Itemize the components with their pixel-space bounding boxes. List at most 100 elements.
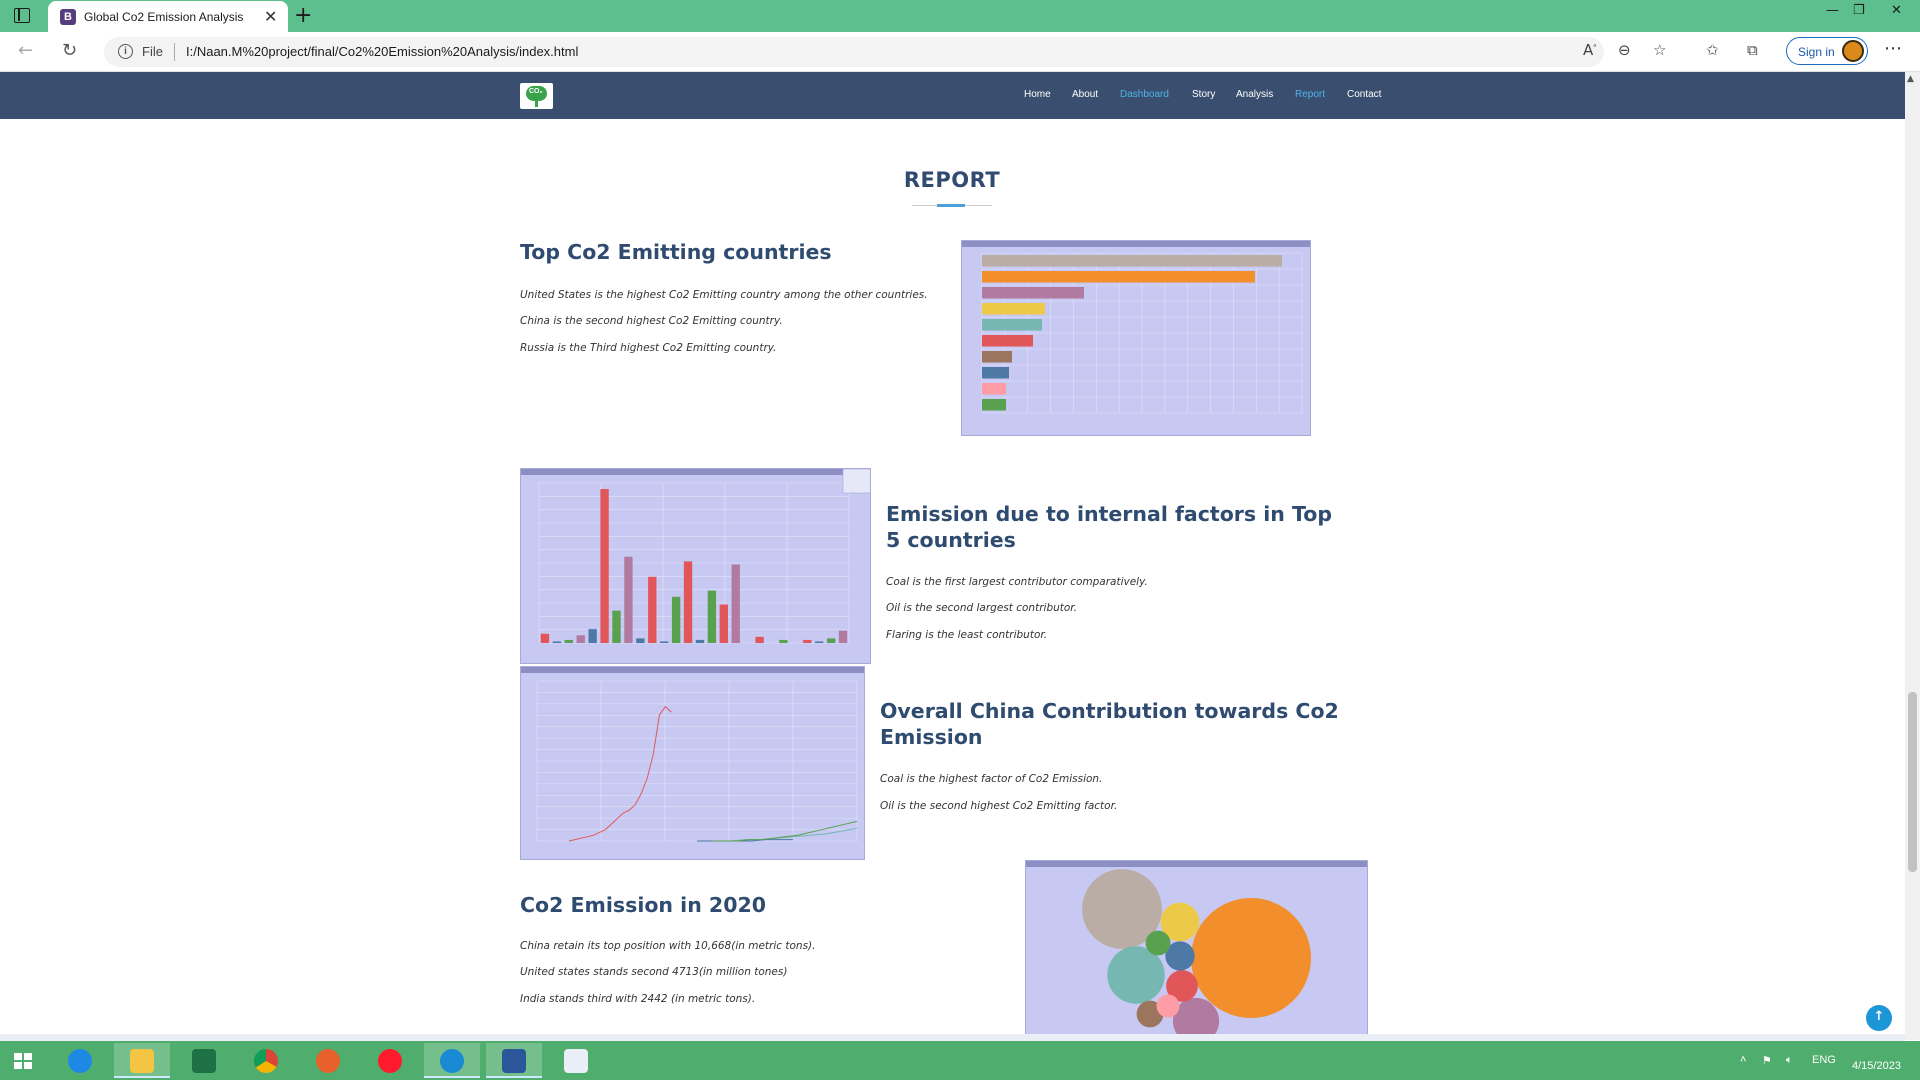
tab-close-icon[interactable]: ✕ — [264, 7, 278, 26]
word-icon — [502, 1049, 526, 1073]
back-icon[interactable]: ← — [18, 40, 34, 61]
series-line — [713, 820, 858, 842]
firefox-icon — [316, 1049, 340, 1073]
section-text: Russia is the Third highest Co2 Emitting… — [520, 342, 777, 354]
bubble — [1156, 994, 1180, 1018]
bar — [982, 271, 1255, 283]
favorites-icon[interactable]: ✩ — [1706, 41, 1719, 59]
bubble — [1145, 930, 1171, 956]
restore-icon[interactable]: ❐ — [1853, 3, 1865, 18]
section-text: Coal is the highest factor of Co2 Emissi… — [880, 773, 1103, 785]
nav-analysis[interactable]: Analysis — [1236, 89, 1274, 100]
tab-actions-icon[interactable] — [14, 8, 30, 23]
bar — [803, 639, 812, 643]
address-bar: ← ↻ i File I:/Naan.M%20project/final/Co2… — [0, 32, 1920, 72]
bootstrap-favicon-icon: B — [60, 9, 76, 25]
nav-about[interactable]: About — [1072, 89, 1099, 100]
bubble — [1191, 898, 1311, 1018]
collections-icon[interactable]: ⧉ — [1747, 41, 1758, 59]
bar — [660, 641, 669, 643]
scroll-up-arrow-icon[interactable]: ▲ — [1907, 74, 1914, 84]
chart-header — [1026, 861, 1367, 867]
nav-contact[interactable]: Contact — [1347, 89, 1382, 100]
site-navbar: CO₂ Home About Dashboard Story Analysis … — [0, 72, 1905, 119]
url-scheme: File — [142, 44, 163, 59]
scrollbar-thumb[interactable] — [1908, 692, 1917, 872]
chart-header — [962, 241, 1310, 247]
browser-tab-bar: B Global Co2 Emission Analysis ✕ + — ❐ ✕ — [0, 0, 1920, 32]
bar — [982, 367, 1009, 379]
url-field[interactable]: i File I:/Naan.M%20project/final/Co2%20E… — [104, 37, 1604, 67]
more-options-icon[interactable]: ⋯ — [1884, 38, 1902, 59]
bubble-chart-svg — [1082, 869, 1311, 1040]
taskbar-explorer[interactable] — [114, 1043, 170, 1078]
minimize-icon[interactable]: — — [1826, 3, 1839, 18]
taskbar-chrome[interactable] — [238, 1043, 294, 1078]
bar — [624, 556, 633, 643]
site-logo[interactable]: CO₂ — [520, 83, 553, 109]
legend-box — [842, 469, 870, 494]
refresh-icon[interactable]: ↻ — [62, 40, 78, 61]
page-title: REPORT — [903, 168, 1001, 192]
tray-language[interactable]: ENG — [1812, 1054, 1836, 1066]
nav-dashboard[interactable]: Dashboard — [1120, 89, 1169, 100]
taskbar-word[interactable] — [486, 1043, 542, 1078]
page-scrollbar[interactable] — [1905, 72, 1920, 1040]
background-window-status-bar — [0, 1034, 1905, 1041]
taskbar-ie[interactable] — [52, 1043, 108, 1078]
logo-trunk — [535, 100, 538, 107]
series-line — [568, 705, 672, 842]
bar — [707, 590, 717, 643]
tray-volume-icon[interactable]: 🔈︎ — [1786, 1054, 1793, 1066]
bar — [982, 383, 1006, 395]
internet-explorer-icon — [68, 1049, 92, 1073]
nav-story[interactable]: Story — [1192, 89, 1216, 100]
taskbar-edge[interactable] — [424, 1043, 480, 1078]
series-line — [697, 839, 793, 842]
logo-text: CO₂ — [529, 88, 543, 95]
windows-start-icon[interactable] — [14, 1053, 32, 1069]
section-heading-internal-factors: Emission due to internal factors in Top … — [886, 502, 1333, 552]
back-to-top-button[interactable]: ↑ — [1866, 1005, 1892, 1031]
bar — [552, 641, 562, 643]
bar — [612, 610, 621, 643]
bar — [588, 629, 597, 643]
nav-report[interactable]: Report — [1295, 89, 1326, 100]
series-line — [713, 827, 858, 842]
browser-tab-active[interactable]: B Global Co2 Emission Analysis ✕ — [48, 1, 288, 32]
bar — [731, 564, 740, 643]
taskbar-excel[interactable] — [176, 1043, 232, 1078]
taskbar-app[interactable] — [548, 1043, 604, 1078]
windows-taskbar: ˄ ⚑ 🔈︎ ENG 4/15/2023 — [0, 1041, 1920, 1080]
taskbar-clock[interactable]: 4/15/2023 — [1852, 1044, 1901, 1074]
taskbar-firefox[interactable] — [300, 1043, 356, 1078]
add-favorite-icon[interactable]: ☆ — [1653, 41, 1667, 59]
chart-china-contribution — [520, 666, 865, 860]
section-heading-china: Overall China Contribution towards Co2 E… — [880, 699, 1339, 749]
bar — [838, 630, 848, 643]
bar — [982, 287, 1084, 299]
opera-icon — [378, 1049, 402, 1073]
bar — [982, 303, 1045, 315]
section-text: Coal is the first largest contributor co… — [886, 576, 1148, 588]
bar — [540, 633, 550, 643]
chart-header — [521, 667, 864, 673]
section-text: United states stands second 4713(in mill… — [520, 966, 788, 978]
bubble — [1172, 997, 1220, 1040]
url-text[interactable]: I:/Naan.M%20project/final/Co2%20Emission… — [186, 44, 579, 59]
line-chart-svg — [536, 680, 858, 842]
taskbar-opera[interactable] — [362, 1043, 418, 1078]
info-icon[interactable]: i — [118, 44, 133, 59]
bar — [982, 335, 1033, 347]
bar — [982, 319, 1042, 331]
close-window-icon[interactable]: ✕ — [1891, 3, 1902, 18]
read-aloud-icon[interactable]: Aᵃ — [1583, 41, 1597, 59]
nav-home[interactable]: Home — [1024, 89, 1051, 100]
zoom-out-icon[interactable]: ⊖ — [1618, 41, 1631, 59]
tray-chevron-icon[interactable]: ˄ — [1740, 1054, 1747, 1066]
new-tab-icon[interactable]: + — [294, 3, 313, 28]
tray-network-icon[interactable]: ⚑ — [1762, 1055, 1772, 1067]
bar — [671, 596, 681, 643]
section-text: Oil is the second highest Co2 Emitting f… — [880, 800, 1118, 812]
sign-in-button[interactable]: Sign in — [1786, 37, 1868, 65]
